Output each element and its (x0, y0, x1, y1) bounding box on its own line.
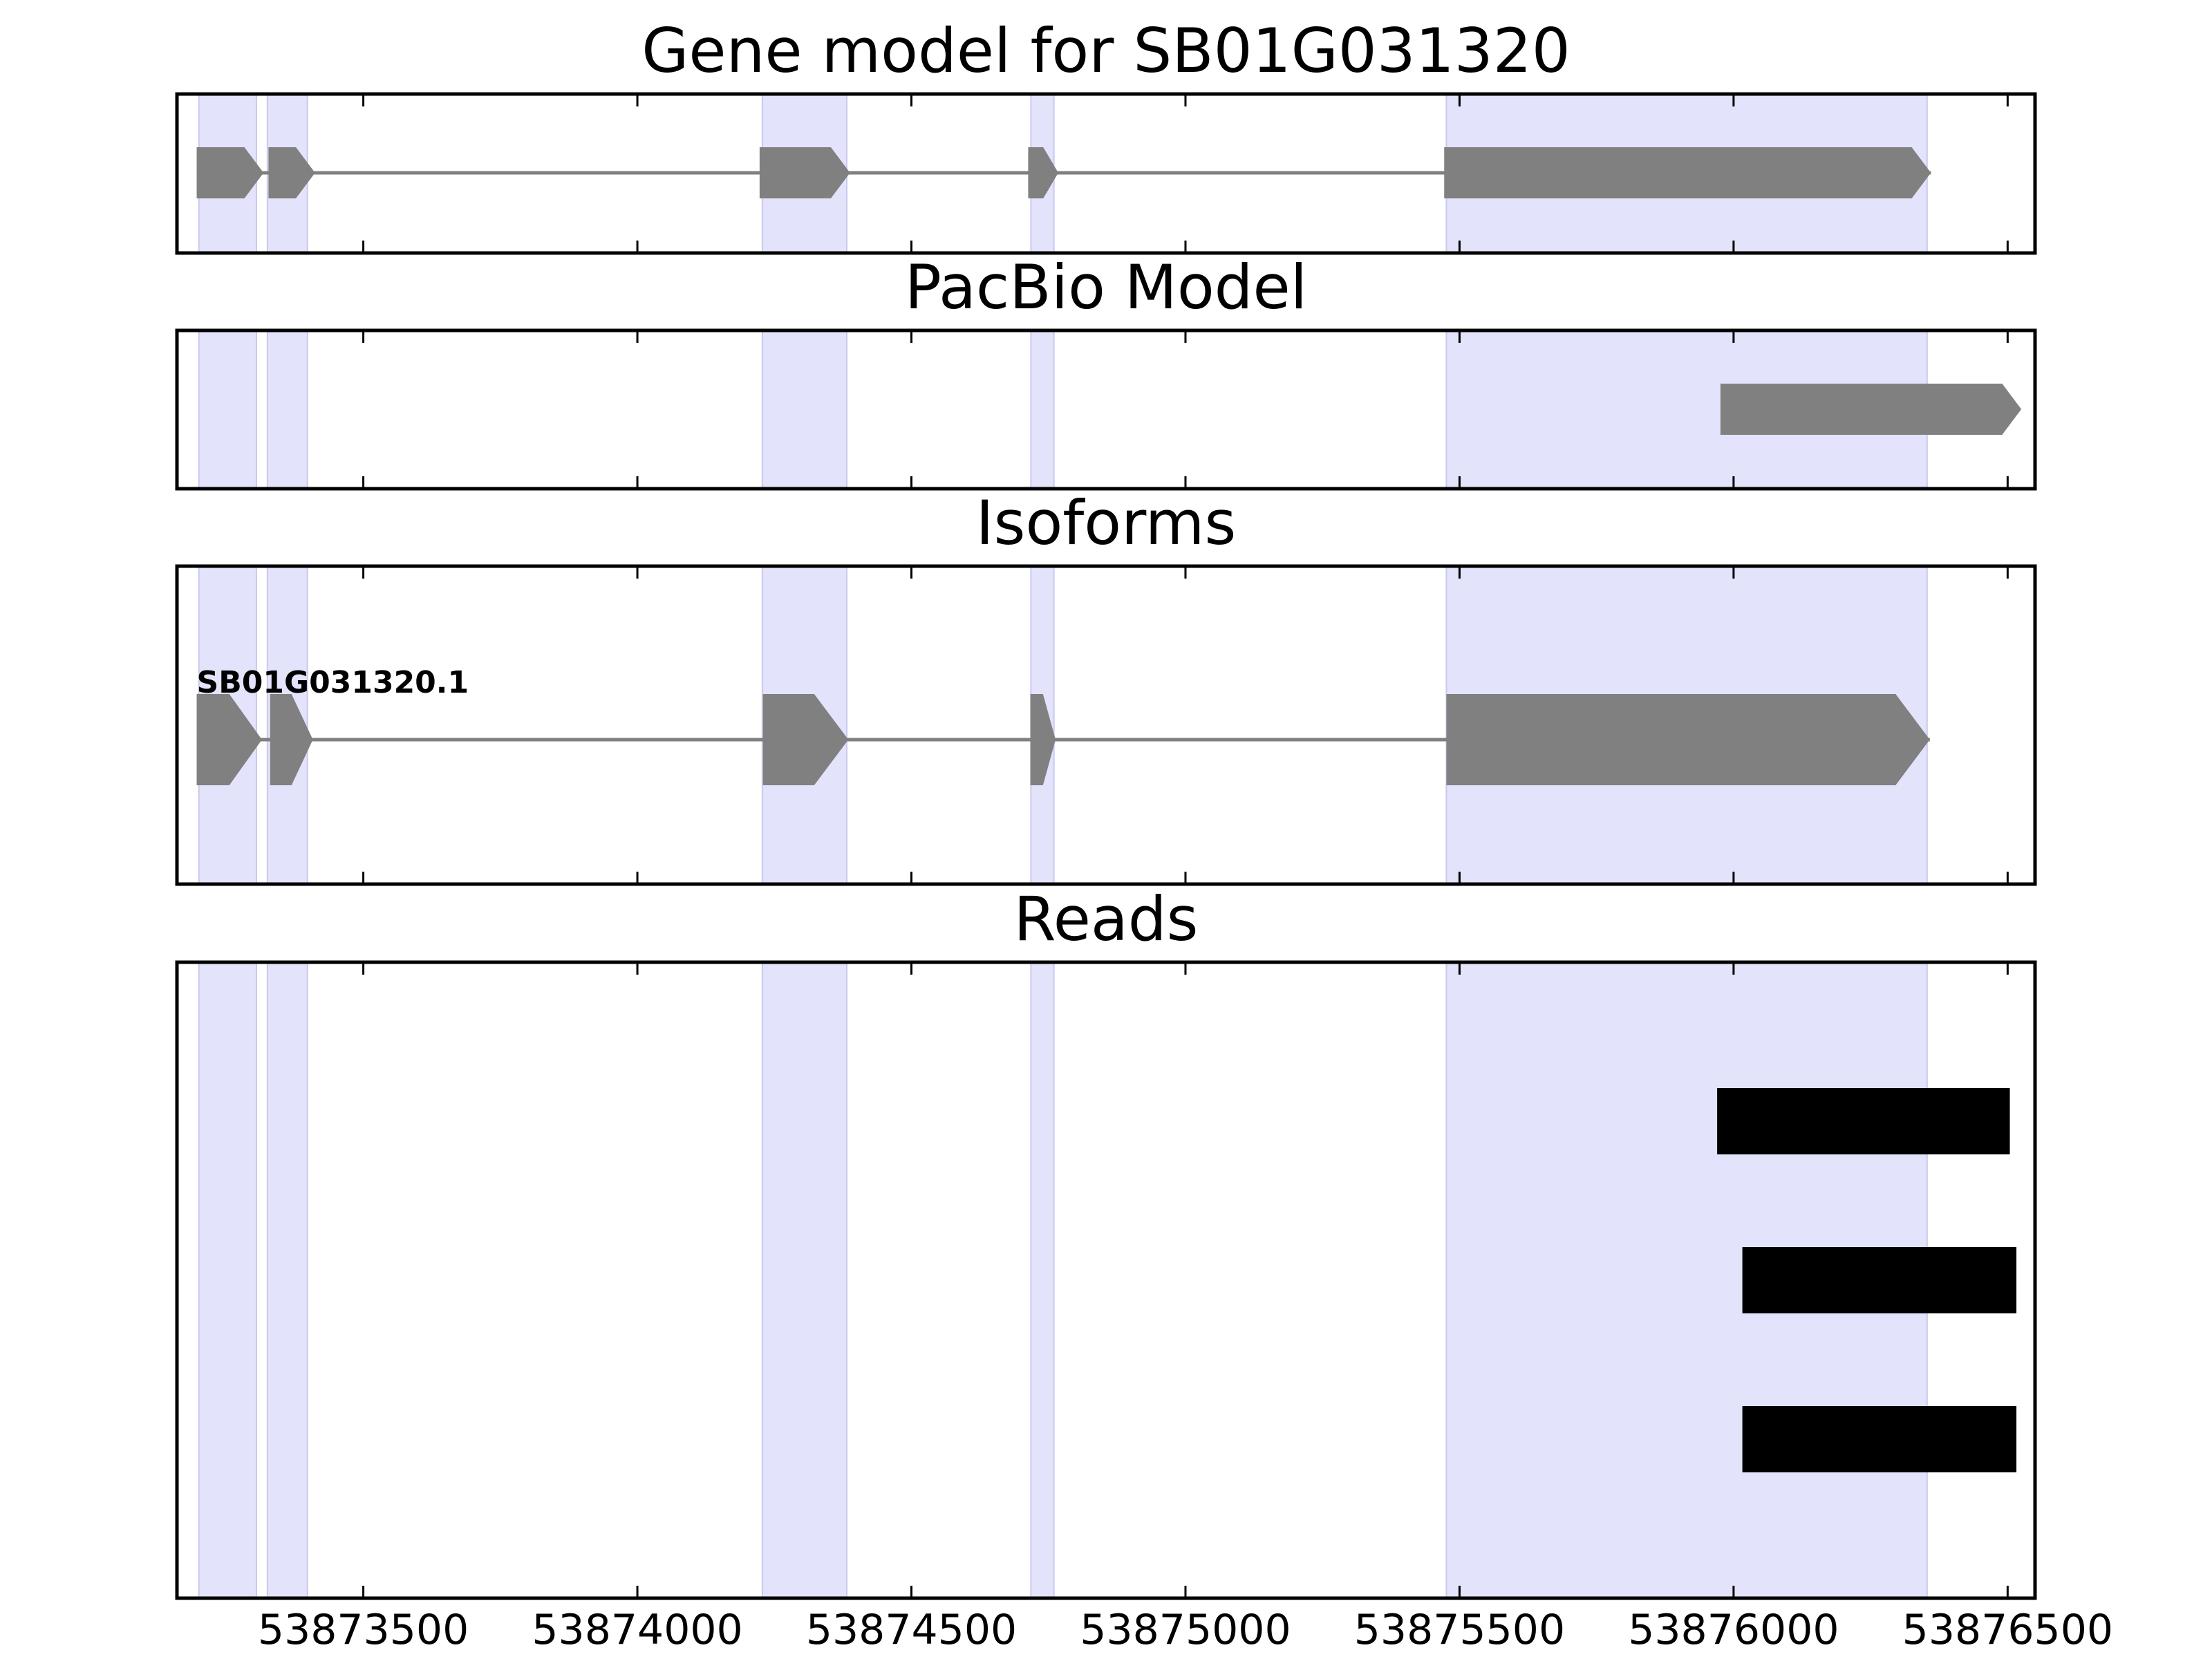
read-bar (1742, 1406, 2017, 1472)
exon-arrow (1028, 147, 1059, 198)
exon-arrow (762, 694, 849, 785)
exon-highlight-region (266, 962, 308, 1599)
axes-frame (175, 328, 2037, 491)
axes-frame (175, 960, 2037, 1600)
panel-2: PacBio Model (175, 252, 2037, 491)
panel-title: Reads (1014, 883, 1199, 955)
exon-highlight-region (761, 330, 847, 489)
read-bar (1717, 1088, 2010, 1154)
exon-arrow (1030, 694, 1056, 785)
axes-frame (175, 92, 2037, 255)
exon-arrow (759, 147, 850, 198)
axes-frame (175, 564, 2037, 886)
x-tick-label: 53875500 (1354, 1606, 1565, 1654)
exon-highlight-region (1030, 962, 1055, 1599)
exon-highlight-region (1030, 330, 1055, 489)
panel-title: PacBio Model (905, 252, 1307, 323)
exon-arrow (268, 147, 315, 198)
x-tick-label: 53873500 (258, 1606, 469, 1654)
panel-title: Gene model for SB01G031320 (641, 15, 1571, 86)
x-tick-label: 53876000 (1628, 1606, 1839, 1654)
exon-arrow (1444, 147, 1931, 198)
panel-title: Isoforms (976, 487, 1237, 559)
exon-arrow (196, 694, 262, 785)
panel-1: Gene model for SB01G031320 (175, 15, 2037, 255)
x-tick-label: 53876500 (1902, 1606, 2113, 1654)
exon-highlight-region (198, 962, 257, 1599)
exon-highlight-region (761, 962, 847, 1599)
panel-3: SB01G031320.1 Isoforms (175, 487, 2037, 886)
panel-4: Reads (175, 883, 2037, 1600)
exon-highlight-region (266, 330, 308, 489)
x-tick-label: 53874500 (806, 1606, 1017, 1654)
read-bar (1742, 1247, 2017, 1313)
exon-arrow (1446, 694, 1930, 785)
exon-arrow (1720, 384, 2022, 435)
exon-arrow (270, 694, 313, 785)
exon-highlight-region (198, 330, 257, 489)
exon-arrow (196, 147, 264, 198)
isoform-label: SB01G031320.1 (197, 665, 469, 700)
x-tick-label: 53874000 (532, 1606, 742, 1654)
x-tick-label: 53875000 (1080, 1606, 1291, 1654)
